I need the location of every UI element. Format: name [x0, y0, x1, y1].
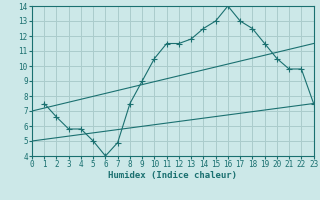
- X-axis label: Humidex (Indice chaleur): Humidex (Indice chaleur): [108, 171, 237, 180]
